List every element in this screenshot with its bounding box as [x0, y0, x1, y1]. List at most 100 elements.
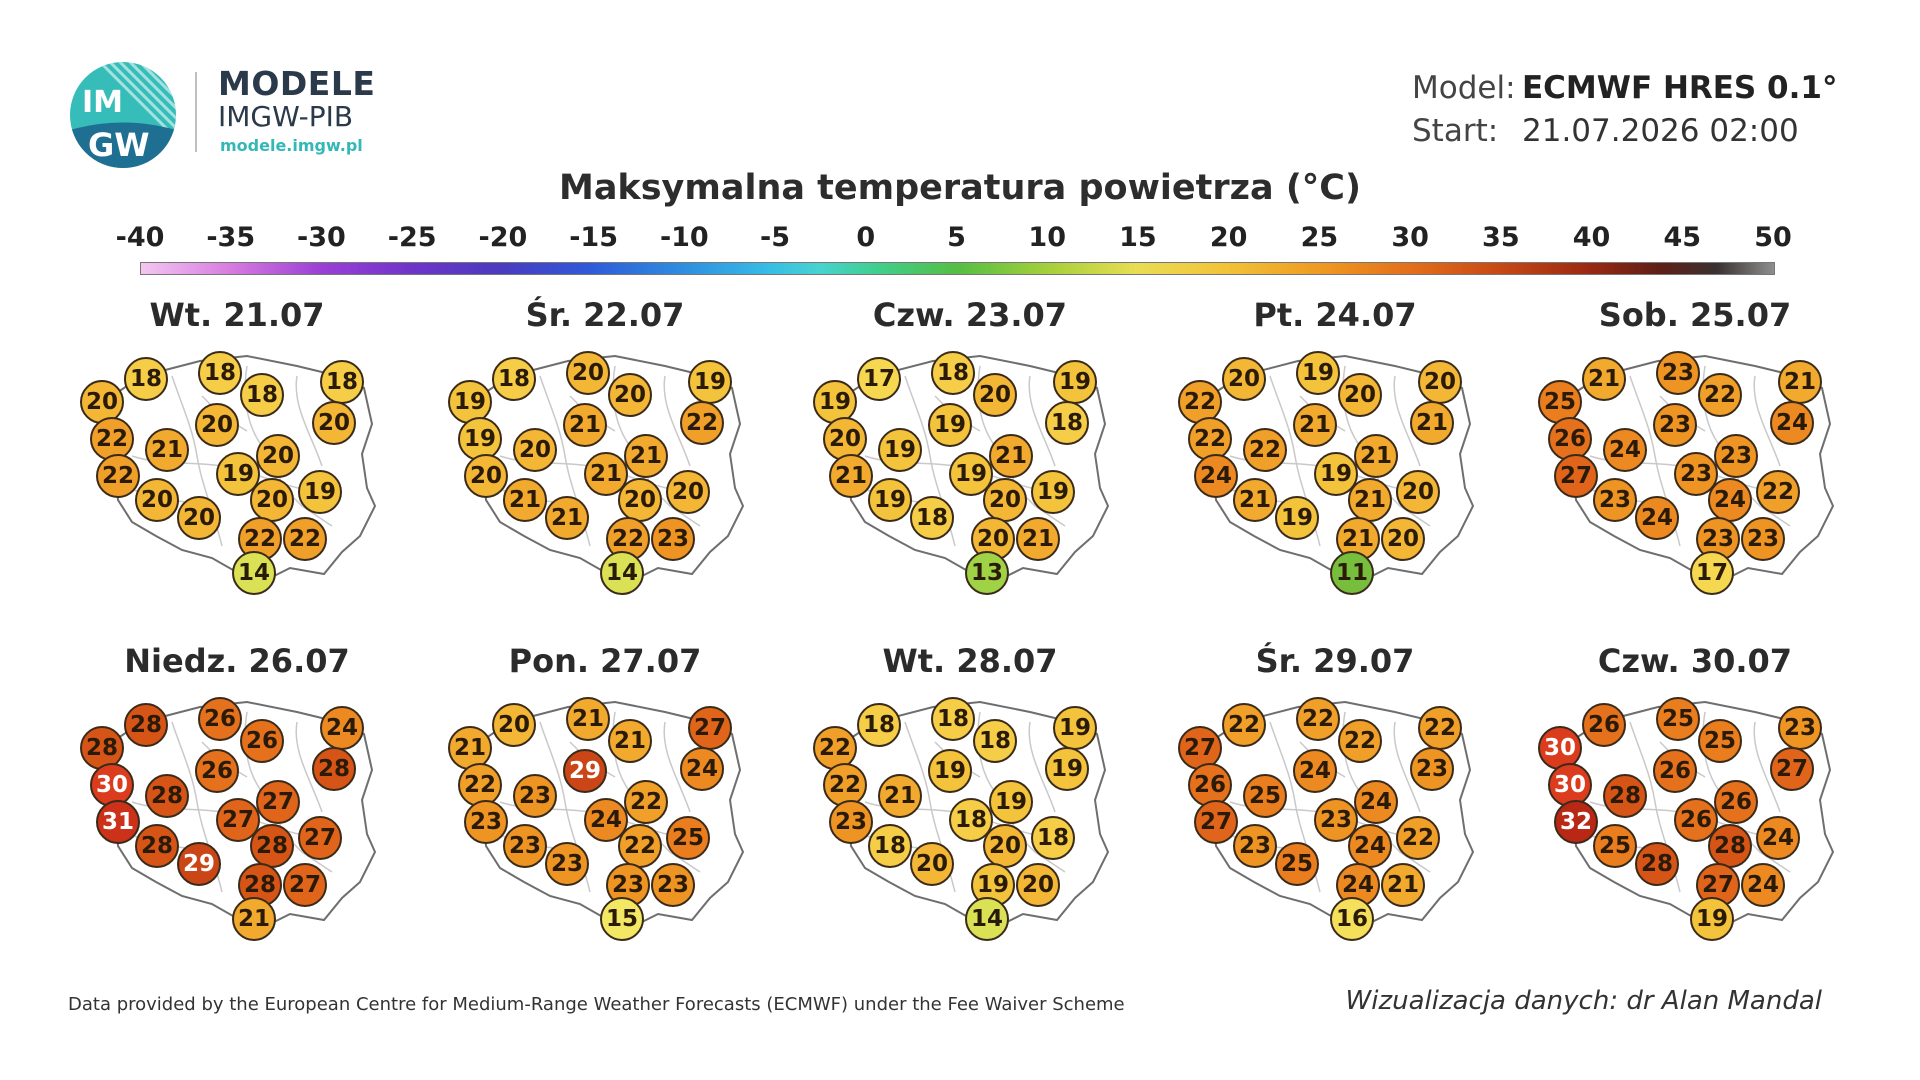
temperature-marker: 24: [680, 747, 724, 791]
temperature-marker: 30: [90, 763, 134, 807]
temperature-marker: 26: [1653, 749, 1697, 793]
temperature-marker: 19: [1053, 706, 1097, 750]
temperature-marker: 18: [868, 824, 912, 868]
temperature-marker: 25: [1698, 719, 1742, 763]
temperature-marker: 20: [823, 417, 867, 461]
temperature-markers: 22 22 22 22 27 23 24 26 25 24 27 23 22 24 23 25 24 21 16: [1170, 682, 1500, 962]
forecast-panel: Śr. 29.07 22 22 22 22 27 23 24 26 25 24 27 23 22 24 23 2…: [1170, 642, 1500, 962]
temperature-marker: 22: [1418, 706, 1462, 750]
temperature-marker: 20: [618, 478, 662, 522]
data-credit: Data provided by the European Centre for…: [68, 994, 1125, 1015]
temperature-marker: 26: [1548, 417, 1592, 461]
temperature-marker: 19: [688, 360, 732, 404]
colorbar-tick: -10: [659, 222, 709, 253]
temperature-marker: 24: [584, 798, 628, 842]
temperature-marker: 25: [1275, 842, 1319, 886]
temperature-marker: 18: [1031, 816, 1075, 860]
temperature-marker: 20: [983, 478, 1027, 522]
region-border: [1028, 375, 1056, 467]
temperature-markers: 26 25 23 25 30 27 26 30 28 26 32 26 24 28 25 28 27 24 19: [1530, 682, 1860, 962]
temperature-marker: 17: [857, 357, 901, 401]
temperature-marker: 21: [563, 403, 607, 447]
temperature-markers: 18 18 19 18 22 19 19 22 21 19 23 18 18 20 18 20 19 20 14: [805, 682, 1135, 962]
temperature-marker: 28: [145, 774, 189, 818]
forecast-panel: Śr. 22.07 18 20 19 20 19 22 21 19 20 21 20 21 20 20 21 2…: [440, 296, 770, 616]
temperature-marker: 19: [1690, 897, 1734, 941]
panel-date-label: Czw. 23.07: [872, 296, 1068, 334]
brand-subtitle: IMGW-PIB: [218, 100, 354, 133]
brand-url[interactable]: modele.imgw.pl: [220, 136, 363, 155]
temperature-marker: 27: [298, 816, 342, 860]
temperature-marker: 24: [1708, 478, 1752, 522]
temperature-marker: 16: [1330, 897, 1374, 941]
temperature-marker: 22: [1396, 816, 1440, 860]
forecast-panel: Pt. 24.07 20 19 20 20 22 21 21 22 22 21 24 19 20 21 21 1…: [1170, 296, 1500, 616]
temperature-markers: 20 21 27 21 21 24 29 22 23 22 23 24 25 22 23 23 23 23 15: [440, 682, 770, 962]
temperature-marker: 22: [96, 454, 140, 498]
temperature-marker: 24: [1770, 401, 1814, 445]
panel-date-label: Śr. 29.07: [1255, 642, 1415, 680]
colorbar-tick: -25: [387, 222, 437, 253]
temperature-marker: 18: [198, 351, 242, 395]
colorbar-tick: 15: [1119, 222, 1157, 253]
temperature-markers: 18 20 19 20 19 22 21 19 20 21 20 21 20 20 21 21 22 23 14: [440, 336, 770, 616]
temperature-marker: 26: [1582, 703, 1626, 747]
temperature-marker: 22: [618, 824, 662, 868]
model-value: ECMWF HRES 0.1°: [1522, 70, 1838, 106]
logo-text-top: IM: [82, 85, 123, 120]
temperature-marker: 18: [973, 719, 1017, 763]
temperature-marker: 27: [1770, 747, 1814, 791]
temperature-marker: 18: [910, 496, 954, 540]
temperature-markers: 20 19 20 20 22 21 21 22 22 21 24 19 20 21 21 19 21 20 11: [1170, 336, 1500, 616]
temperature-marker: 31: [96, 800, 140, 844]
temperature-marker: 20: [250, 478, 294, 522]
forecast-panel: Czw. 23.07 17 18 19 20 19 18 19 20 19 21 21 19 19 20 19…: [805, 296, 1135, 616]
panel-date-label: Śr. 22.07: [525, 296, 685, 334]
temperature-marker: 28: [312, 747, 356, 791]
region-border: [663, 375, 691, 467]
panel-date-label: Pt. 24.07: [1253, 296, 1417, 334]
region-border: [1028, 721, 1056, 813]
temperature-marker: 19: [1296, 351, 1340, 395]
colorbar-tick: 35: [1482, 222, 1520, 253]
panel-date-label: Wt. 28.07: [882, 642, 1058, 680]
forecast-panel: Czw. 30.07 26 25 23 25 30 27 26 30 28 26 32 26 24 28 25…: [1530, 642, 1860, 962]
temperature-marker: 19: [1031, 470, 1075, 514]
temperature-marker: 21: [566, 697, 610, 741]
temperature-marker: 21: [624, 434, 668, 478]
temperature-marker: 21: [1410, 401, 1454, 445]
region-border: [663, 721, 691, 813]
temperature-marker: 23: [651, 863, 695, 907]
temperature-marker: 20: [608, 373, 652, 417]
temperature-marker: 20: [256, 434, 300, 478]
temperature-marker: 21: [608, 719, 652, 763]
temperature-marker: 18: [492, 357, 536, 401]
temperature-marker: 20: [492, 703, 536, 747]
temperature-marker: 20: [1418, 360, 1462, 404]
temperature-marker: 29: [563, 749, 607, 793]
temperature-marker: 27: [283, 863, 327, 907]
temperature-marker: 19: [1045, 747, 1089, 791]
temperature-marker: 24: [1603, 428, 1647, 472]
author-credit: Wizualizacja danych: dr Alan Mandal: [1345, 986, 1822, 1016]
region-border: [1753, 721, 1781, 813]
temperature-marker: 18: [320, 360, 364, 404]
temperature-marker: 18: [857, 703, 901, 747]
colorbar-tick: 30: [1391, 222, 1429, 253]
colorbar-tick: -35: [206, 222, 256, 253]
temperature-marker: 21: [1016, 517, 1060, 561]
temperature-marker: 24: [320, 706, 364, 750]
temperature-marker: 19: [1314, 452, 1358, 496]
temperature-marker: 21: [545, 496, 589, 540]
temperature-marker: 18: [931, 697, 975, 741]
region-border: [1753, 375, 1781, 467]
temperature-marker: 20: [973, 373, 1017, 417]
temperature-marker: 21: [989, 434, 1033, 478]
panel-date-label: Pon. 27.07: [508, 642, 702, 680]
imgw-logo-icon: IM GW: [70, 62, 176, 168]
temperature-marker: 19: [216, 452, 260, 496]
forecast-panel: Pon. 27.07 20 21 27 21 21 24 29 22 23 22 23 24 25 22 23…: [440, 642, 770, 962]
temperature-markers: 28 26 24 26 28 28 26 30 28 27 31 27 27 28 28 29 28 27 21: [72, 682, 402, 962]
temperature-marker: 28: [135, 824, 179, 868]
colorbar-tick: -20: [478, 222, 528, 253]
